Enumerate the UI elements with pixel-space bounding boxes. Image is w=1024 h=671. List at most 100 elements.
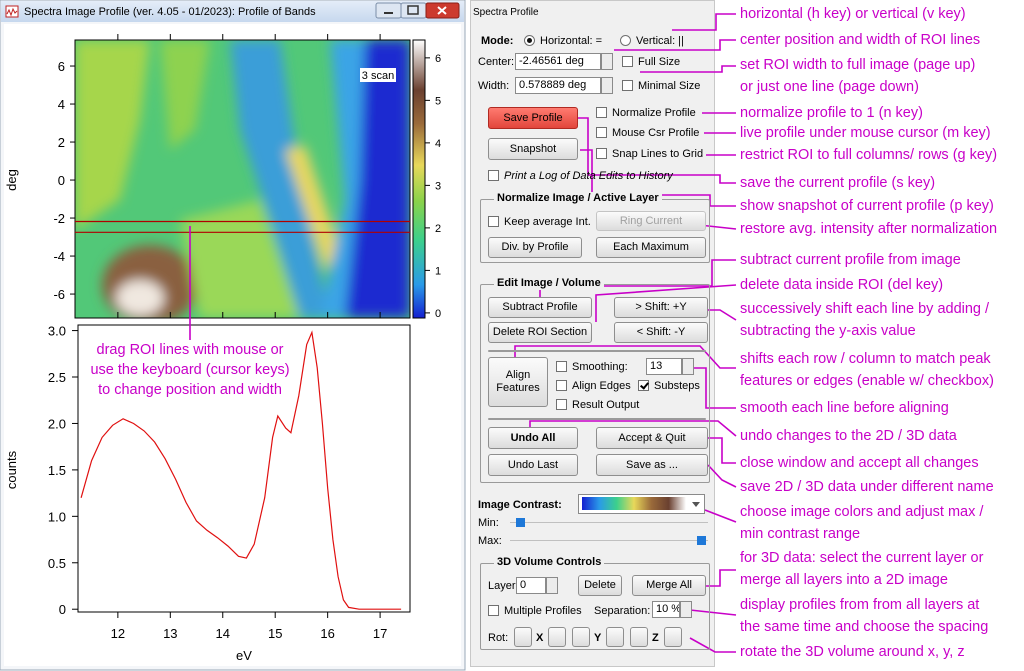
y-tick-label: 0 — [59, 602, 66, 617]
text-input[interactable]: -2.46561 deg — [515, 53, 601, 70]
drag-note: use the keyboard (cursor keys) — [90, 362, 290, 378]
window-title: Spectra Image Profile (ver. 4.05 - 01/20… — [24, 6, 316, 18]
button[interactable]: < Shift: -Y — [614, 322, 708, 343]
button[interactable]: Merge All — [632, 575, 706, 596]
label: Image Contrast: — [478, 499, 562, 511]
label: Multiple Profiles — [504, 605, 582, 617]
y-tick-label: 1.5 — [48, 463, 66, 478]
slider-thumb[interactable] — [516, 518, 525, 527]
annotation: successively shift each line by adding / — [740, 301, 990, 317]
label: Spectra Profile — [473, 7, 539, 18]
label: Z — [652, 632, 659, 644]
rotate-button[interactable] — [630, 627, 648, 647]
checkbox[interactable] — [622, 80, 633, 91]
button[interactable]: Snapshot — [488, 138, 578, 160]
button[interactable]: Undo All — [488, 427, 578, 449]
button[interactable]: Div. by Profile — [488, 237, 582, 258]
spinner[interactable] — [682, 358, 694, 375]
slider-thumb[interactable] — [697, 536, 706, 545]
annotation: smooth each line before aligning — [740, 400, 949, 416]
button[interactable]: Save as ... — [596, 454, 708, 476]
overlay-label: 3 scan — [362, 70, 394, 82]
title-bar — [1, 1, 464, 22]
button[interactable]: Subtract Profile — [488, 297, 592, 318]
drag-note: drag ROI lines with mouse or — [96, 342, 284, 358]
checkbox[interactable] — [596, 148, 607, 159]
y-tick-label: 6 — [58, 59, 65, 74]
label: Mode: — [481, 35, 514, 47]
label: Result Output — [572, 399, 640, 411]
label: Mouse Csr Profile — [612, 127, 700, 139]
separator — [488, 418, 706, 420]
annotation: shifts each row / column to match peak — [740, 351, 991, 367]
colorbar-tick-label: 1 — [435, 265, 441, 277]
checkbox[interactable] — [488, 605, 499, 616]
colorbar-tick-label: 2 — [435, 223, 441, 235]
minimize-button[interactable] — [375, 2, 402, 19]
x-tick-label: 14 — [216, 626, 230, 641]
checkbox[interactable] — [556, 361, 567, 372]
button[interactable]: Undo Last — [488, 454, 578, 476]
rotate-button[interactable] — [606, 627, 624, 647]
spinner[interactable] — [680, 601, 692, 618]
colorbar-tick-label: 5 — [435, 95, 441, 107]
radio-button[interactable] — [620, 35, 631, 46]
overlay-label-bg — [360, 68, 396, 82]
checkbox[interactable] — [596, 127, 607, 138]
annotation: delete data inside ROI (del key) — [740, 277, 944, 293]
annotation: restore avg. intensity after normalizati… — [740, 221, 998, 237]
label: Layer: — [488, 580, 519, 592]
checkbox[interactable] — [622, 56, 633, 67]
button[interactable]: > Shift: +Y — [614, 297, 708, 318]
annotation: features or edges (enable w/ checkbox) — [740, 373, 994, 389]
y-tick-label: 4 — [58, 97, 65, 112]
drag-note: to change position and width — [98, 382, 282, 398]
label: Snap Lines to Grid — [612, 148, 704, 160]
rotate-button[interactable] — [548, 627, 566, 647]
profile-frame — [77, 324, 411, 613]
checkbox[interactable] — [596, 107, 607, 118]
checkbox[interactable] — [638, 380, 649, 391]
checkbox[interactable] — [556, 399, 567, 410]
rotate-button[interactable] — [664, 627, 682, 647]
annotation: min contrast range — [740, 526, 861, 542]
checkbox[interactable] — [488, 170, 499, 181]
button[interactable]: Align Features — [488, 357, 548, 407]
rotate-button[interactable] — [514, 627, 532, 647]
text-input[interactable]: 0 — [516, 577, 546, 594]
button[interactable]: Save Profile — [488, 107, 578, 129]
text-input[interactable]: 0.578889 deg — [515, 77, 601, 94]
colorbar-tick-label: 0 — [435, 308, 441, 320]
text-input[interactable]: 13 — [646, 358, 682, 375]
annotation: restrict ROI to full columns/ rows (g ke… — [740, 147, 998, 163]
spinner[interactable] — [601, 53, 613, 70]
radio-button[interactable] — [524, 35, 535, 46]
button[interactable]: Accept & Quit — [596, 427, 708, 449]
button[interactable]: Delete — [578, 575, 622, 596]
y-axis-title: counts — [4, 450, 19, 489]
dropdown-arrow[interactable] — [692, 502, 700, 507]
checkbox[interactable] — [556, 380, 567, 391]
maximize-glyph — [407, 5, 419, 15]
y-tick-label: -4 — [53, 249, 65, 264]
spinner[interactable] — [546, 577, 558, 594]
label: Min: — [478, 517, 499, 529]
spinner[interactable] — [601, 77, 613, 94]
button[interactable]: Ring Current — [596, 211, 706, 231]
y-axis-title: deg — [4, 169, 19, 191]
label: Minimal Size — [638, 80, 701, 92]
profile-window: Spectra Image Profile (ver. 4.05 - 01/20… — [0, 0, 466, 671]
group-title: Normalize Image / Active Layer — [494, 192, 662, 205]
x-tick-label: 17 — [373, 626, 387, 641]
text-input[interactable]: 10 % — [652, 601, 680, 618]
y-tick-label: 0.5 — [48, 556, 66, 571]
checkbox[interactable] — [488, 216, 499, 227]
annotation: the same time and choose the spacing — [740, 619, 989, 635]
rotate-button[interactable] — [572, 627, 590, 647]
y-tick-label: 2.0 — [48, 416, 66, 431]
button[interactable]: Each Maximum — [596, 237, 706, 258]
button[interactable]: Delete ROI Section — [488, 322, 592, 343]
y-tick-label: 3.0 — [48, 324, 66, 339]
y-tick-label: -2 — [53, 211, 65, 226]
